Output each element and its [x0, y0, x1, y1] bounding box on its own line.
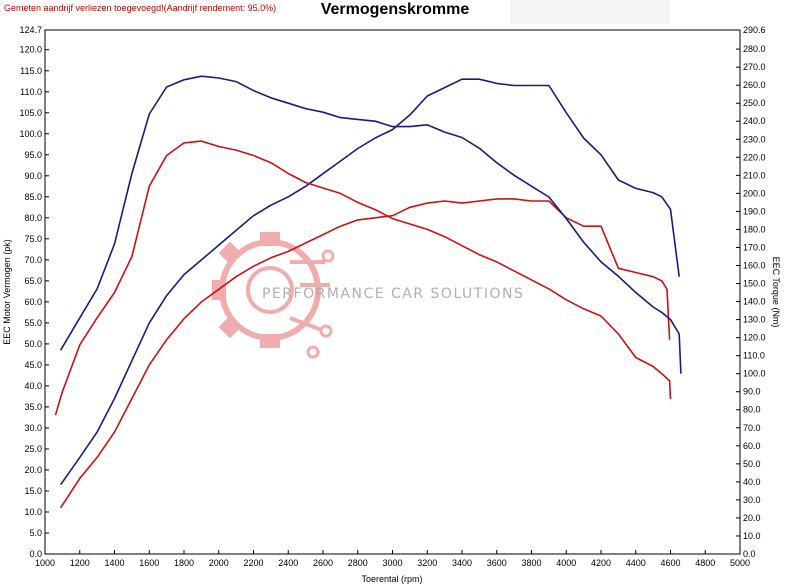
- y-right-tick-label: 180.0: [743, 224, 766, 234]
- y-right-tick-label: 230.0: [743, 134, 766, 144]
- y-left-tick-label: 110.0: [20, 87, 42, 97]
- y-right-tick-label: 50.0: [743, 459, 761, 469]
- y-right-tick-label: 70.0: [743, 423, 761, 433]
- y-right-tick-label: 130.0: [743, 315, 766, 325]
- x-tick-label: 2200: [243, 558, 263, 568]
- x-tick-label: 3600: [487, 558, 507, 568]
- y-left-tick-label: 105.0: [19, 108, 42, 118]
- y-right-tick-label: 40.0: [743, 477, 761, 487]
- y-left-tick-label: 60.0: [24, 297, 42, 307]
- y-axis-right: 290.6 280.0 270.0 260.0 250.0 240.0 230.0 220.0…: [736, 25, 766, 559]
- x-tick-label: 4000: [556, 558, 576, 568]
- y-left-tick-label: 120.0: [19, 45, 42, 55]
- y-right-tick-label: 260.0: [743, 80, 766, 90]
- chart-title: Vermogenskromme: [320, 1, 470, 18]
- y-right-tick-label: 170.0: [743, 242, 766, 252]
- y-right-tick-label: 190.0: [743, 206, 766, 216]
- title-highlight-box: [510, 0, 670, 24]
- x-tick-label: 4800: [695, 558, 715, 568]
- plot-area: [44, 29, 741, 555]
- x-tick-label: 2000: [209, 558, 229, 568]
- y-right-tick-label: 110.0: [743, 351, 765, 361]
- y-right-tick-label: 210.0: [743, 170, 766, 180]
- y-right-tick-label: 30.0: [743, 495, 761, 505]
- y-left-tick-label: 40.0: [24, 381, 42, 391]
- y-axis-left: 124.7 120.0 115.0 110.0 105.0 100.0 95.0 90.0 85…: [19, 25, 49, 559]
- x-tick-label: 2600: [313, 558, 333, 568]
- x-tick-label: 1400: [104, 558, 124, 568]
- y-left-tick-label: 20.0: [24, 465, 42, 475]
- y-right-tick-label: 120.0: [743, 333, 766, 343]
- y-left-tick-label: 124.7: [19, 25, 42, 35]
- y-left-tick-label: 90.0: [24, 171, 42, 181]
- y-left-tick-label: 95.0: [24, 150, 42, 160]
- series-line-4: [54, 140, 672, 416]
- x-tick-label: 1200: [70, 558, 90, 568]
- x-tick-label: 4400: [626, 558, 646, 568]
- y-right-tick-label: 100.0: [743, 369, 766, 379]
- y-axis-right-label: EEC Torque (Nm): [771, 257, 781, 328]
- y-right-tick-label: 0.0: [743, 549, 756, 559]
- x-tick-label: 5000: [730, 558, 750, 568]
- y-right-tick-label: 220.0: [743, 152, 766, 162]
- y-left-tick-label: 45.0: [24, 360, 42, 370]
- y-left-tick-label: 70.0: [24, 255, 42, 265]
- y-left-tick-label: 85.0: [24, 192, 42, 202]
- y-left-tick-label: 80.0: [24, 213, 42, 223]
- x-tick-label: 2400: [278, 558, 298, 568]
- y-left-tick-label: 5.0: [29, 528, 42, 538]
- x-axis-label: Toerental (rpm): [361, 574, 422, 584]
- y-right-tick-label: 240.0: [743, 116, 766, 126]
- y-right-tick-label: 270.0: [743, 62, 766, 72]
- x-tick-label: 3000: [382, 558, 402, 568]
- series-line-3: [59, 75, 682, 374]
- y-axis-left-label: EEC Motor Vermogen (pk): [2, 239, 12, 345]
- y-right-tick-label: 80.0: [743, 405, 761, 415]
- x-tick-label: 1800: [174, 558, 194, 568]
- y-right-tick-label: 200.0: [743, 188, 766, 198]
- y-right-tick-label: 160.0: [743, 260, 766, 270]
- x-tick-label: 3200: [417, 558, 437, 568]
- y-left-tick-label: 50.0: [24, 339, 42, 349]
- x-tick-label: 4600: [660, 558, 680, 568]
- y-right-tick-label: 280.0: [743, 44, 766, 54]
- x-tick-label: 2800: [348, 558, 368, 568]
- x-tick-label: 3800: [521, 558, 541, 568]
- y-right-tick-label: 10.0: [743, 531, 761, 541]
- y-right-tick-label: 150.0: [743, 279, 766, 289]
- watermark-text: PERFORMANCE CAR SOLUTIONS: [262, 286, 524, 302]
- series-line-1: [59, 78, 680, 486]
- y-left-tick-label: 25.0: [24, 444, 42, 454]
- x-tick-label: 3400: [452, 558, 472, 568]
- drivetrain-loss-note: Gemeten aandrijf verliezen toegevoegd!(A…: [4, 3, 277, 13]
- series-line-2: [59, 198, 671, 509]
- y-right-tick-label: 290.6: [743, 25, 766, 35]
- y-left-tick-label: 10.0: [24, 507, 42, 517]
- y-left-tick-label: 75.0: [24, 234, 42, 244]
- y-right-tick-label: 250.0: [743, 98, 766, 108]
- y-right-tick-label: 140.0: [743, 297, 766, 307]
- y-right-tick-label: 60.0: [743, 441, 761, 451]
- x-tick-label: 1600: [139, 558, 159, 568]
- x-axis: 1000 1200 1400 1600 1800 2000 2200 2400 2600 2800…: [35, 550, 750, 568]
- y-left-tick-label: 0.0: [29, 549, 42, 559]
- x-tick-label: 1000: [35, 558, 55, 568]
- y-left-tick-label: 35.0: [24, 402, 42, 412]
- y-left-tick-label: 115.0: [20, 66, 42, 76]
- y-right-tick-label: 90.0: [743, 387, 761, 397]
- y-left-tick-label: 65.0: [24, 276, 42, 286]
- y-left-tick-label: 15.0: [24, 486, 42, 496]
- y-right-tick-label: 20.0: [743, 513, 761, 523]
- series-layer: [54, 75, 682, 509]
- y-left-tick-label: 100.0: [19, 129, 42, 139]
- y-left-tick-label: 30.0: [24, 423, 42, 433]
- y-left-tick-label: 55.0: [24, 318, 42, 328]
- x-tick-label: 4200: [591, 558, 611, 568]
